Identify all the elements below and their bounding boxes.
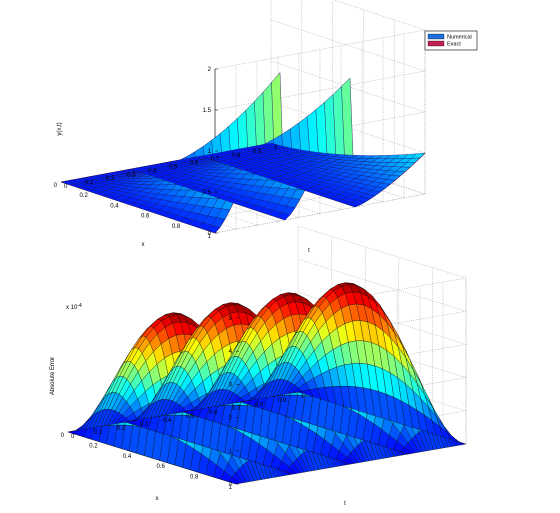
t-tick-label: 0.2 (117, 426, 126, 432)
grid-line (297, 258, 467, 312)
grid-line (214, 29, 426, 70)
legend-swatch-numerical (427, 33, 445, 40)
z-tick-label: 0 (229, 482, 233, 488)
numerical-surface-patch (265, 142, 280, 147)
grid-line (297, 225, 467, 279)
t-tick-label: 0.9 (278, 398, 287, 404)
legend: Numerical Exact (424, 30, 478, 51)
t-tick-label: 0 (71, 434, 75, 440)
legend-label-numerical: Numerical (447, 35, 472, 41)
x-tick-label: 0.8 (190, 475, 199, 481)
x-tick-label: 0.4 (123, 454, 132, 460)
x-tick-label: 0.4 (110, 203, 119, 209)
bottom-xlabel: x (156, 496, 159, 502)
legend-swatch-exact (427, 40, 445, 47)
grid-line (214, 193, 426, 234)
x-tick-label: 0.2 (79, 193, 88, 199)
t-tick-label: 0.7 (211, 157, 220, 163)
z-tick-label: 3 (229, 382, 233, 388)
t-tick-label: 0.1 (85, 180, 94, 186)
x-tick-label: 0 (61, 433, 65, 439)
x-tick-label: 0.6 (141, 214, 150, 220)
t-tick-label: 0.4 (163, 418, 172, 424)
z-tick-label: 1 (208, 149, 212, 155)
top-xlabel: x (142, 242, 145, 248)
grid-line (270, 101, 426, 154)
bottom-tlabel: t (344, 501, 346, 507)
z-tick-label: 5 (229, 316, 233, 322)
t-tick-label: 0.5 (186, 414, 195, 420)
x-tick-label: 0.2 (89, 443, 98, 449)
t-tick-label: 0.2 (106, 176, 115, 182)
z-tick-label: 2 (208, 67, 212, 73)
x-tick-label: 0.8 (172, 224, 181, 230)
t-tick-label: 0.5 (169, 165, 178, 171)
bottom-zlabel: Absolute Error (50, 357, 56, 395)
grid-line (333, 0, 426, 31)
bottom-z-exponent: x 10-4 (66, 303, 82, 311)
t-tick-label: 0.3 (127, 172, 136, 178)
t-tick-label: 0.3 (140, 422, 149, 428)
z-tick-label: 0 (208, 231, 212, 237)
top-tlabel: t (308, 248, 310, 254)
legend-label-exact: Exact (447, 42, 461, 48)
t-tick-label: 1 (301, 394, 305, 400)
z-tick-label: 1.5 (203, 108, 212, 114)
z-tick-label: 4 (229, 349, 233, 355)
x-tick-label: 1 (229, 485, 233, 491)
grid-line (270, 60, 426, 113)
x-tick-label: 1 (208, 234, 212, 240)
t-tick-label: 0.1 (94, 430, 103, 436)
top-zlabel: y(x,t) (57, 122, 63, 135)
t-tick-label: 0.9 (253, 149, 262, 155)
z-tick-label: 2 (229, 416, 233, 422)
bottom-surface (67, 282, 467, 485)
t-tick-label: 0.7 (232, 406, 241, 412)
t-tick-label: 0.8 (232, 153, 241, 159)
x-tick-label: 0 (54, 183, 58, 189)
t-tick-label: 0 (64, 184, 68, 190)
z-tick-label: 1 (229, 449, 233, 455)
t-tick-label: 0.6 (209, 410, 218, 416)
t-tick-label: 0.6 (190, 161, 199, 167)
t-tick-label: 0.4 (148, 168, 157, 174)
t-tick-label: 1 (274, 145, 278, 151)
grid-line (270, 19, 426, 72)
x-tick-label: 0.6 (156, 464, 165, 470)
top-surface (60, 72, 426, 234)
z-tick-label: 0.5 (203, 190, 212, 196)
error-surface-patch (294, 390, 306, 395)
t-tick-label: 0.8 (255, 402, 264, 408)
